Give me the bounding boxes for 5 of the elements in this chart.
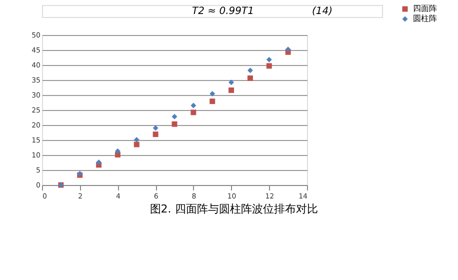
legend-label: 圆柱阵	[413, 14, 437, 23]
text: T2 ≈ 0.99T1	[192, 6, 254, 17]
legend-label: 四面阵	[413, 4, 437, 13]
text: (14)	[312, 6, 333, 17]
text: 图2. 四面阵与圆柱阵波位排布对比	[150, 202, 318, 216]
